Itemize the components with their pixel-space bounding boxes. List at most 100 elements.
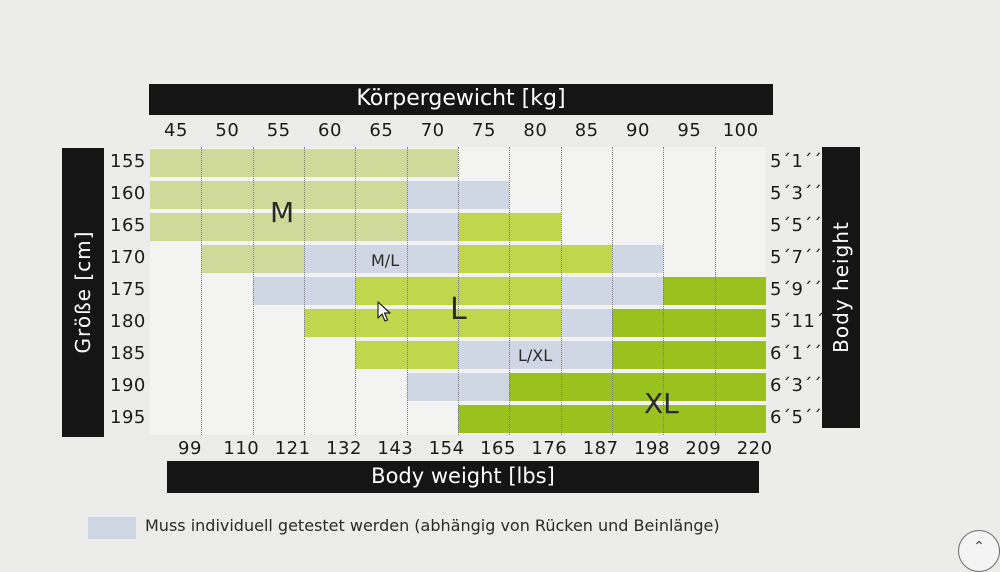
grid-cell bbox=[458, 309, 510, 337]
grid-line bbox=[355, 147, 357, 435]
grid-cell bbox=[355, 149, 407, 177]
y-axis-label-right: Body height bbox=[829, 221, 853, 353]
grid-cell bbox=[612, 373, 664, 401]
legend-text: Muss individuell getestet werden (abhäng… bbox=[145, 516, 720, 535]
grid-cell bbox=[355, 277, 407, 305]
grid-cell bbox=[663, 309, 715, 337]
cm-tick-label: 185 bbox=[110, 343, 146, 364]
ft-tick-label: 6´3´´ bbox=[770, 375, 823, 396]
grid-cell bbox=[406, 341, 458, 369]
ft-tick-label: 6´1´´ bbox=[770, 343, 823, 364]
grid-line bbox=[406, 147, 408, 435]
cm-tick-label: 165 bbox=[110, 215, 146, 236]
grid-cell bbox=[458, 373, 510, 401]
lbs-tick-label: 220 bbox=[736, 438, 773, 459]
grid-cell bbox=[714, 405, 766, 433]
grid-cell bbox=[406, 213, 458, 241]
left-axis-bar: Größe [cm] bbox=[62, 148, 104, 437]
grid-cell bbox=[252, 149, 304, 177]
grid-cell bbox=[458, 245, 510, 273]
cm-tick-label: 155 bbox=[110, 151, 146, 172]
grid-cell bbox=[355, 181, 407, 209]
grid-cell bbox=[663, 277, 715, 305]
grid-cell bbox=[612, 405, 664, 433]
grid-cell bbox=[560, 277, 612, 305]
lbs-tick-label: 132 bbox=[326, 438, 362, 459]
grid-cell bbox=[252, 245, 304, 273]
grid-cell bbox=[560, 405, 612, 433]
scroll-to-top-button[interactable]: ⌃ bbox=[958, 530, 1000, 572]
ft-tick-label: 6´5´´ bbox=[770, 407, 823, 428]
lbs-tick-label: 198 bbox=[634, 438, 670, 459]
lbs-tick-label: 165 bbox=[480, 438, 516, 459]
x-axis-label: Body weight [lbs] bbox=[371, 464, 555, 488]
grid-cell bbox=[201, 245, 253, 273]
zone-label-lxl: L/XL bbox=[518, 346, 553, 365]
grid-cell bbox=[304, 149, 356, 177]
grid-cell bbox=[252, 181, 304, 209]
grid-cell bbox=[201, 213, 253, 241]
grid-line bbox=[509, 147, 511, 435]
chart-title: Körpergewicht [kg] bbox=[356, 86, 566, 111]
kg-tick-label: 60 bbox=[318, 120, 342, 141]
kg-tick-label: 65 bbox=[369, 120, 394, 141]
ft-tick-label: 5´7´´ bbox=[770, 247, 823, 268]
grid-cell bbox=[663, 341, 715, 369]
grid-cell bbox=[509, 245, 561, 273]
grid-cell bbox=[714, 309, 766, 337]
grid-cell bbox=[714, 373, 766, 401]
ft-tick-label: 5´11´´ bbox=[770, 311, 835, 332]
grid-cell bbox=[304, 245, 356, 273]
kg-tick-label: 55 bbox=[266, 120, 291, 141]
grid-cell bbox=[509, 405, 561, 433]
kg-tick-label: 95 bbox=[677, 120, 702, 141]
grid-cell bbox=[458, 181, 510, 209]
zone-label-xl: XL bbox=[644, 387, 679, 420]
chevron-up-icon: ⌃ bbox=[973, 539, 985, 555]
grid-cell bbox=[560, 373, 612, 401]
lbs-tick-label: 154 bbox=[428, 438, 465, 459]
grid-line bbox=[663, 147, 665, 435]
grid-cell bbox=[714, 277, 766, 305]
grid-cell bbox=[458, 213, 510, 241]
kg-tick-label: 50 bbox=[215, 120, 240, 141]
grid-cell bbox=[406, 181, 458, 209]
right-axis-bar: Body height bbox=[822, 147, 860, 428]
grid-cell bbox=[150, 149, 202, 177]
grid-cell bbox=[560, 341, 612, 369]
lbs-tick-label: 143 bbox=[377, 438, 414, 459]
grid-cell bbox=[560, 309, 612, 337]
grid-cell bbox=[663, 405, 715, 433]
zone-label-ml: M/L bbox=[371, 251, 400, 270]
grid-cell bbox=[406, 277, 458, 305]
grid-cell bbox=[406, 149, 458, 177]
grid-cell bbox=[355, 245, 407, 273]
zone-label-m: M bbox=[270, 196, 295, 229]
lbs-tick-label: 110 bbox=[223, 438, 260, 459]
grid-line bbox=[458, 147, 459, 435]
lbs-tick-label: 99 bbox=[178, 438, 202, 459]
grid-cell bbox=[509, 309, 561, 337]
grid-line bbox=[201, 147, 203, 435]
grid-cell bbox=[201, 181, 253, 209]
lbs-tick-label: 209 bbox=[685, 438, 722, 459]
lbs-tick-label: 121 bbox=[274, 438, 311, 459]
kg-tick-label: 90 bbox=[626, 120, 650, 141]
ft-tick-label: 5´3´´ bbox=[770, 183, 823, 204]
grid-cell bbox=[612, 341, 664, 369]
grid-line bbox=[560, 147, 562, 435]
grid-cell bbox=[612, 245, 664, 273]
grid-cell bbox=[663, 373, 715, 401]
grid-cell bbox=[406, 245, 458, 273]
grid-cell bbox=[612, 309, 664, 337]
grid-cell bbox=[355, 341, 407, 369]
kg-tick-label: 80 bbox=[523, 120, 548, 141]
kg-tick-label: 70 bbox=[420, 120, 445, 141]
cm-tick-label: 180 bbox=[110, 311, 146, 332]
grid-cell bbox=[560, 245, 612, 273]
grid-cell bbox=[406, 309, 458, 337]
ft-tick-label: 5´5´´ bbox=[770, 215, 823, 236]
zone-label-l: L bbox=[450, 292, 467, 327]
kg-tick-label: 45 bbox=[164, 120, 188, 141]
grid-cell bbox=[304, 277, 356, 305]
